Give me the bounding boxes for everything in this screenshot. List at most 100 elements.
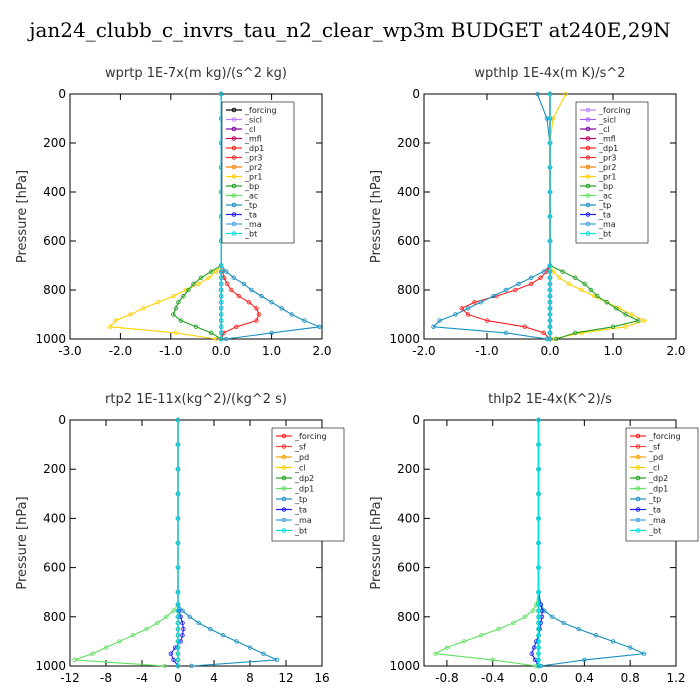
- x-tick-label: -4: [136, 671, 148, 685]
- data-point: [561, 620, 566, 626]
- chart-panel-1: wprtp 1E-7x(m kg)/(s^2 kg) Pressure [hPa]…: [15, 66, 332, 358]
- data-point: [302, 318, 307, 323]
- legend-label: _tp: [244, 201, 257, 210]
- data-point: [536, 417, 541, 423]
- chart-title: wprtp 1E-7x(m kg)/(s^2 kg): [105, 66, 287, 81]
- legend-label: _dp1: [648, 485, 668, 494]
- data-point: [536, 645, 541, 650]
- data-point: [155, 300, 161, 305]
- series-bp: [171, 91, 224, 342]
- data-point: [218, 300, 224, 305]
- data-point: [579, 287, 584, 293]
- series-line: [433, 420, 540, 667]
- data-point: [221, 330, 226, 336]
- legend: _forcing _sf_pd _cl_dp2 _dp1_tp _ta_ma _bt: [271, 427, 345, 542]
- data-point: [164, 614, 169, 619]
- legend-label: _pr2: [598, 163, 616, 172]
- data-point: [218, 269, 224, 274]
- data-point: [187, 614, 192, 619]
- data-point: [178, 318, 184, 323]
- legend: _forcing_sicl_cl_mfl_dp1_pr3_pr2_pr1_bp_…: [575, 101, 649, 244]
- data-point: [516, 281, 521, 287]
- chart-panel-2: wpthlp 1E-4x(m K)/s^2 Pressure [hPa] 0 200 4…: [369, 66, 686, 358]
- data-point: [573, 330, 578, 336]
- series-bt: [547, 91, 553, 342]
- data-point: [178, 614, 183, 619]
- data-point: [550, 336, 556, 342]
- legend-marker: [231, 145, 237, 151]
- data-point: [198, 275, 204, 280]
- data-point: [140, 306, 146, 311]
- legend-marker: [231, 155, 237, 160]
- y-tick-label: 0: [412, 413, 420, 427]
- legend-label: _ma: [648, 516, 666, 525]
- legend-marker: [635, 433, 641, 439]
- data-point: [623, 312, 628, 317]
- data-point: [627, 645, 633, 650]
- legend-marker: [281, 454, 287, 460]
- data-point: [175, 645, 181, 650]
- legend-marker: [585, 212, 591, 217]
- legend-box: [221, 101, 295, 244]
- legend-label: _bt: [598, 230, 611, 239]
- data-point: [550, 269, 556, 274]
- y-tick-label: 600: [43, 561, 66, 575]
- data-point: [261, 651, 266, 656]
- legend: _forcing_sicl_cl_mfl_dp1_pr3_pr2_pr1_bp_…: [221, 101, 295, 244]
- data-point: [234, 324, 239, 329]
- data-point: [193, 324, 199, 329]
- legend-label: _ma: [294, 516, 312, 525]
- legend-marker: [281, 507, 287, 512]
- data-point: [218, 287, 224, 293]
- plot-frame: [69, 93, 323, 340]
- data-point: [175, 633, 181, 638]
- data-point: [274, 657, 280, 663]
- legend-marker: [231, 174, 237, 179]
- data-point: [171, 608, 176, 613]
- legend-marker: [635, 507, 641, 512]
- data-point: [629, 312, 635, 317]
- data-point: [229, 287, 234, 293]
- y-tick-label: 600: [43, 234, 66, 248]
- data-point: [496, 626, 501, 632]
- series-bt: [175, 417, 181, 669]
- legend-marker: [635, 528, 641, 533]
- data-point: [317, 324, 322, 329]
- legend-marker: [231, 107, 237, 113]
- y-tick-label: 400: [397, 511, 420, 525]
- data-point: [72, 657, 77, 663]
- data-point: [168, 651, 173, 656]
- data-point: [128, 312, 133, 317]
- data-point: [431, 324, 436, 329]
- chart-title: wpthlp 1E-4x(m K)/s^2: [474, 66, 625, 81]
- data-point: [175, 626, 181, 632]
- data-point: [503, 330, 509, 336]
- legend-marker: [231, 126, 237, 132]
- legend-label: _ta: [648, 506, 661, 515]
- series-line: [74, 420, 179, 667]
- legend-marker: [231, 221, 237, 227]
- legend-marker: [585, 117, 591, 122]
- data-point: [173, 330, 179, 336]
- data-point: [218, 306, 224, 311]
- data-point: [557, 275, 562, 280]
- data-point: [234, 639, 239, 644]
- series-dp1: [72, 417, 181, 669]
- data-point: [175, 663, 181, 669]
- legend-marker: [585, 136, 591, 141]
- data-point: [178, 639, 183, 644]
- data-point: [560, 269, 565, 274]
- data-point: [547, 116, 553, 121]
- legend-label: _sicl: [598, 116, 616, 125]
- legend-marker: [231, 202, 237, 208]
- data-point: [538, 275, 543, 280]
- legend-marker: [635, 475, 641, 481]
- legend-label: _dp2: [648, 474, 668, 483]
- chart-title: rtp2 1E-11x(kg^2)/(kg^2 s): [105, 392, 287, 407]
- data-point: [513, 287, 518, 293]
- data-point: [175, 590, 181, 595]
- data-point: [213, 336, 219, 342]
- data-point: [536, 590, 541, 595]
- legend-marker: [281, 433, 287, 439]
- legend-label: _mfl: [598, 135, 616, 144]
